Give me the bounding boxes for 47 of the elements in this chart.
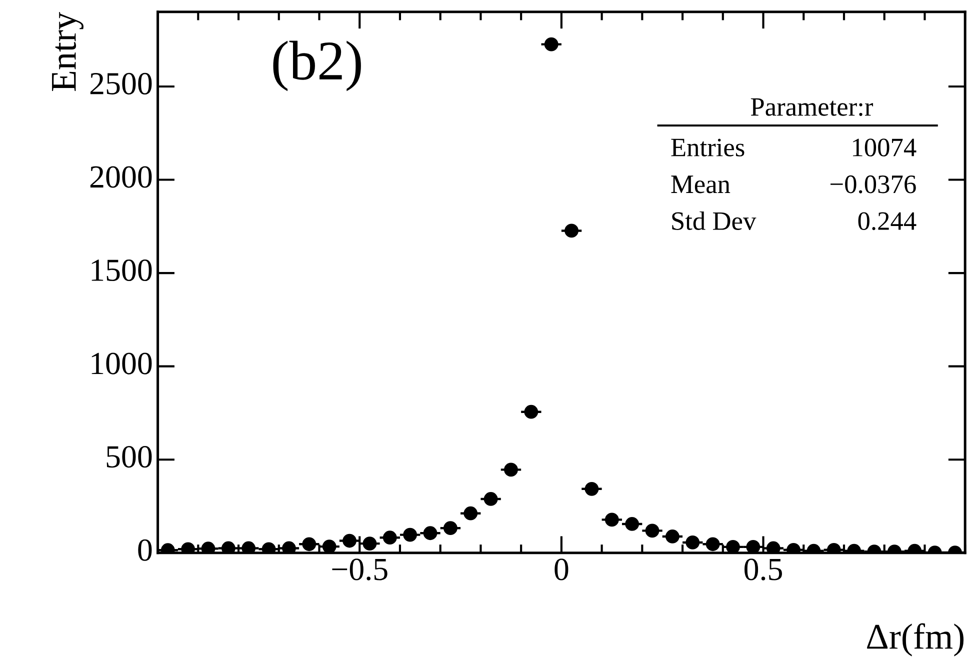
y-tick-label: 2500 [90, 72, 152, 94]
point [666, 530, 680, 544]
point [544, 37, 558, 52]
annotation: Mean [671, 176, 730, 194]
point [282, 541, 296, 553]
x-tick-label: −0.5 [332, 558, 388, 580]
point [564, 224, 578, 238]
x-tick-label: 0.5 [744, 558, 782, 580]
point [625, 517, 640, 531]
annotation: 10074 [853, 138, 916, 156]
y-tick-label: 2000 [90, 166, 152, 188]
annotation: −0.0376 [830, 175, 916, 194]
y-tick-label: 1000 [92, 352, 152, 374]
point [302, 537, 316, 552]
point [342, 534, 356, 548]
point [686, 536, 700, 550]
point [604, 512, 619, 527]
point [423, 526, 438, 540]
y-tick-label: 1500 [92, 259, 152, 282]
point [766, 541, 780, 553]
point [221, 541, 236, 553]
x-tick-label: 0 [554, 558, 568, 580]
point [484, 492, 498, 506]
point [362, 536, 377, 551]
point [443, 521, 458, 536]
point [645, 524, 660, 538]
point [382, 530, 397, 545]
annotation: Entries [671, 138, 744, 156]
point [322, 540, 336, 553]
point [464, 506, 478, 520]
annotation: 0.244 [858, 212, 916, 230]
point [584, 482, 599, 496]
point [524, 404, 538, 419]
point [746, 540, 760, 553]
point [403, 528, 418, 542]
point [242, 541, 256, 553]
point [726, 540, 740, 553]
annotation: Std Dev [672, 211, 756, 230]
point [201, 542, 216, 553]
y-tick-label: 500 [106, 446, 152, 468]
point [706, 537, 720, 552]
y-axis-title: Entry [52, 12, 84, 92]
annotation: (b2) [273, 40, 361, 92]
point [504, 462, 518, 477]
y-tick-label: 0 [138, 539, 152, 561]
annotation: Parameter:r [750, 98, 874, 116]
x-axis-title: Δr(fm) [867, 623, 964, 656]
